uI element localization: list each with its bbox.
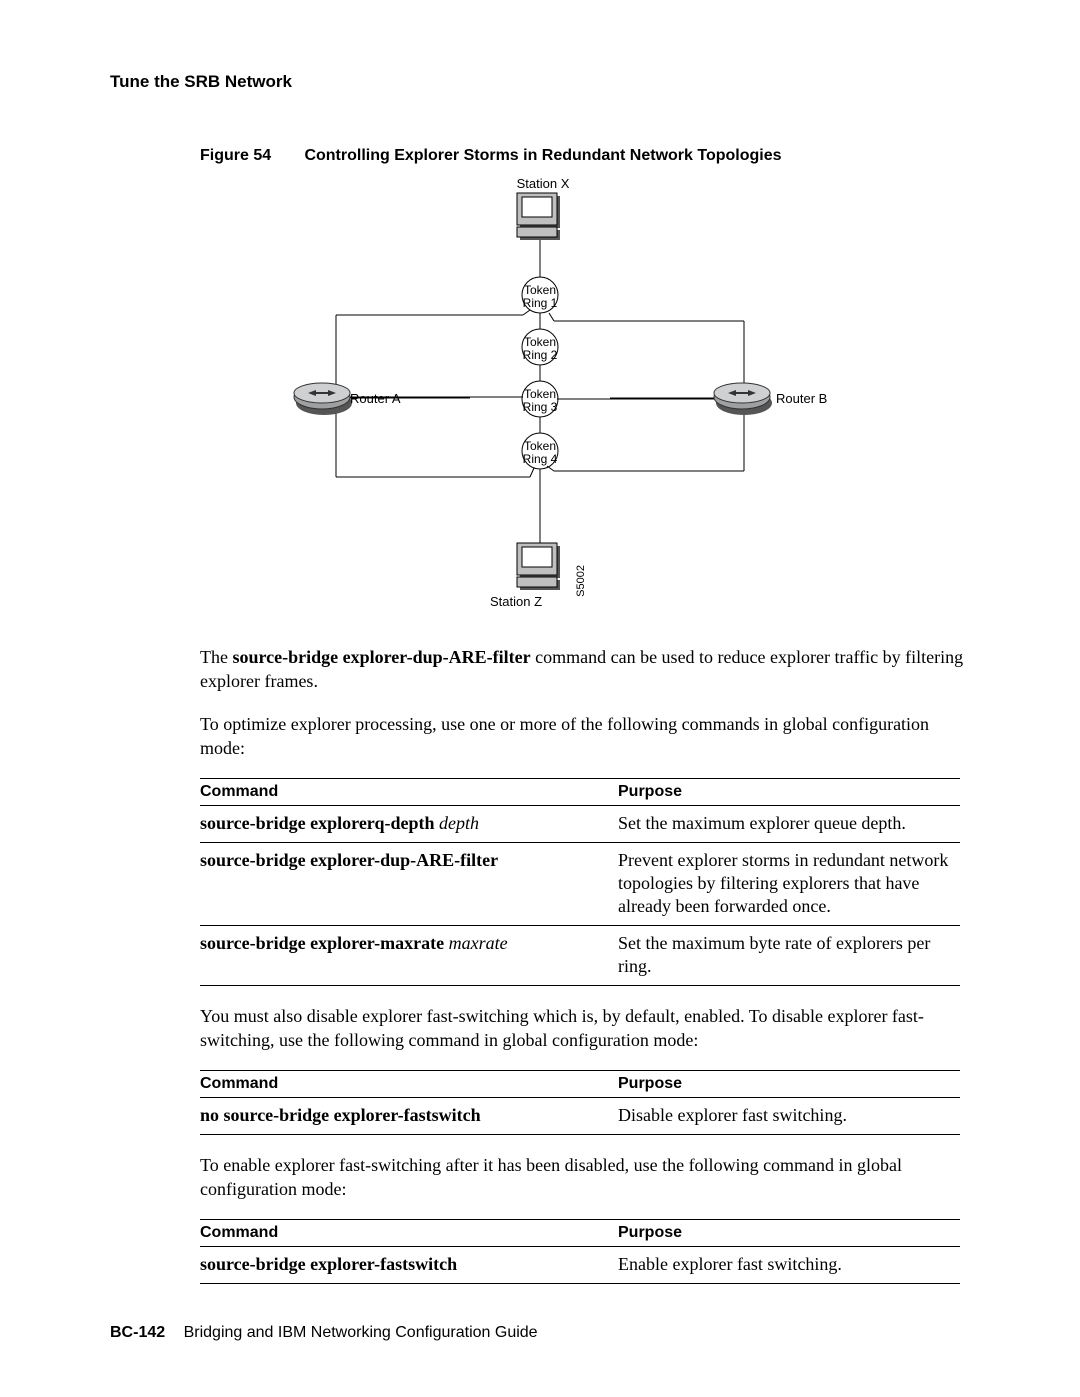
figure-code: S5002 <box>575 565 587 597</box>
network-diagram: Station X Station Z Router A Router B To… <box>220 185 860 625</box>
figure-number: Figure 54 <box>200 147 300 165</box>
table2-header-command: Command <box>200 1071 618 1098</box>
station-x-icon <box>517 193 560 240</box>
ring2-label: TokenRing 2 <box>520 336 560 362</box>
paragraph-1: The source-bridge explorer-dup-ARE-filte… <box>200 645 970 694</box>
table1-header-command: Command <box>200 779 618 806</box>
table1-header-purpose: Purpose <box>618 779 960 806</box>
figure-caption: Figure 54 Controlling Explorer Storms in… <box>200 147 970 165</box>
ring4-label: TokenRing 4 <box>520 440 560 466</box>
table-row: no source-bridge explorer-fastswitch Dis… <box>200 1098 960 1134</box>
table3-header-command: Command <box>200 1220 618 1247</box>
figure-title: Controlling Explorer Storms in Redundant… <box>304 147 781 164</box>
table-row: source-bridge explorer-maxrate maxrate S… <box>200 925 960 985</box>
router-b-icon <box>714 383 772 415</box>
table-row: source-bridge explorerq-depth depth Set … <box>200 806 960 842</box>
command-table-1: Command Purpose source-bridge explorerq-… <box>200 778 960 985</box>
table-row: source-bridge explorer-dup-ARE-filter Pr… <box>200 842 960 925</box>
station-z-icon <box>517 543 560 590</box>
label-station-z: Station Z <box>490 595 580 609</box>
command-table-3: Command Purpose source-bridge explorer-f… <box>200 1219 960 1283</box>
paragraph-2: To optimize explorer processing, use one… <box>200 712 970 761</box>
table3-header-purpose: Purpose <box>618 1220 960 1247</box>
paragraph-3: You must also disable explorer fast-swit… <box>200 1004 970 1053</box>
page-footer: BC-142 Bridging and IBM Networking Confi… <box>110 1324 538 1342</box>
doc-title: Bridging and IBM Networking Configuratio… <box>184 1324 538 1341</box>
command-table-2: Command Purpose no source-bridge explore… <box>200 1070 960 1134</box>
label-router-a: Router A <box>350 392 401 406</box>
table-row: source-bridge explorer-fastswitch Enable… <box>200 1247 960 1283</box>
table2-header-purpose: Purpose <box>618 1071 960 1098</box>
label-router-b: Router B <box>776 392 827 406</box>
label-station-x: Station X <box>498 177 588 191</box>
page-number: BC-142 <box>110 1324 165 1341</box>
router-a-icon <box>294 383 352 415</box>
ring3-label: TokenRing 3 <box>520 388 560 414</box>
ring1-label: TokenRing 1 <box>520 284 560 310</box>
paragraph-4: To enable explorer fast-switching after … <box>200 1153 970 1202</box>
section-title: Tune the SRB Network <box>110 72 970 92</box>
